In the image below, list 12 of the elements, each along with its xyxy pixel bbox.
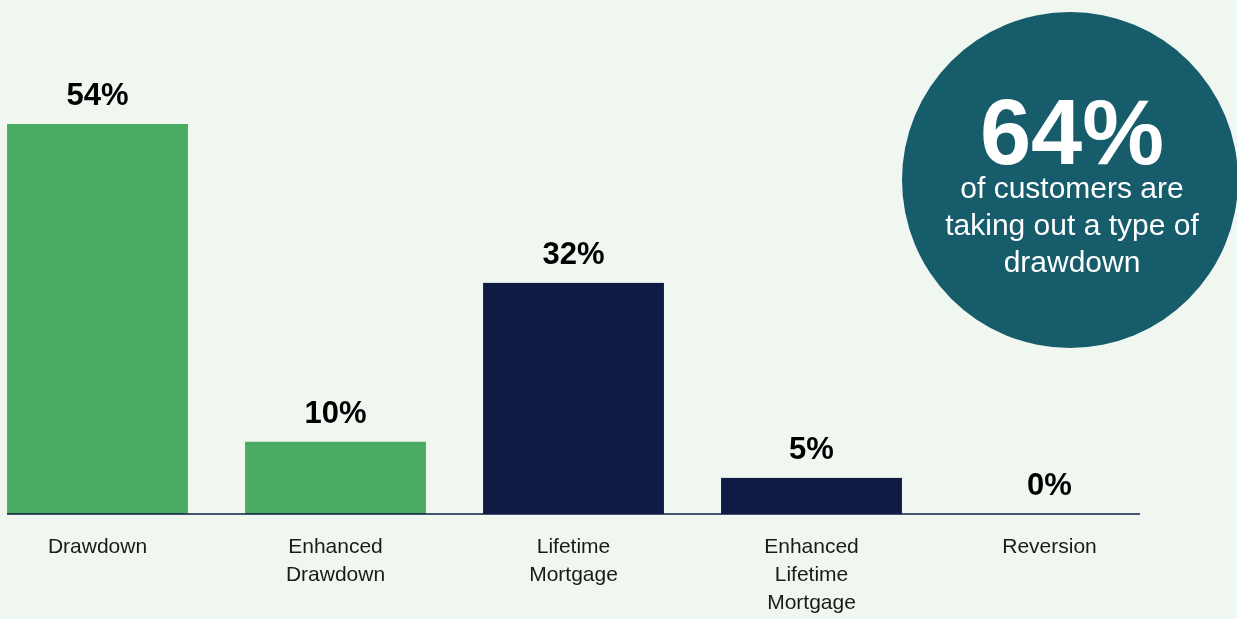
x-tick-label: Drawdown: [47, 534, 148, 557]
x-tick-label: Reversion: [1002, 534, 1097, 557]
data-label: 5%: [789, 430, 834, 466]
data-label: 32%: [542, 235, 605, 271]
bar: [245, 441, 426, 514]
x-tick-label: Lifetime Mortgage: [529, 534, 618, 585]
x-tick-label: Enhanced Lifetime Mortgage: [764, 534, 859, 613]
data-label: 54%: [66, 77, 129, 112]
x-tick-label: Enhanced Drawdown: [285, 534, 386, 585]
data-label: 10%: [304, 394, 367, 430]
bar: [7, 124, 188, 514]
data-label: 0%: [1027, 467, 1072, 502]
